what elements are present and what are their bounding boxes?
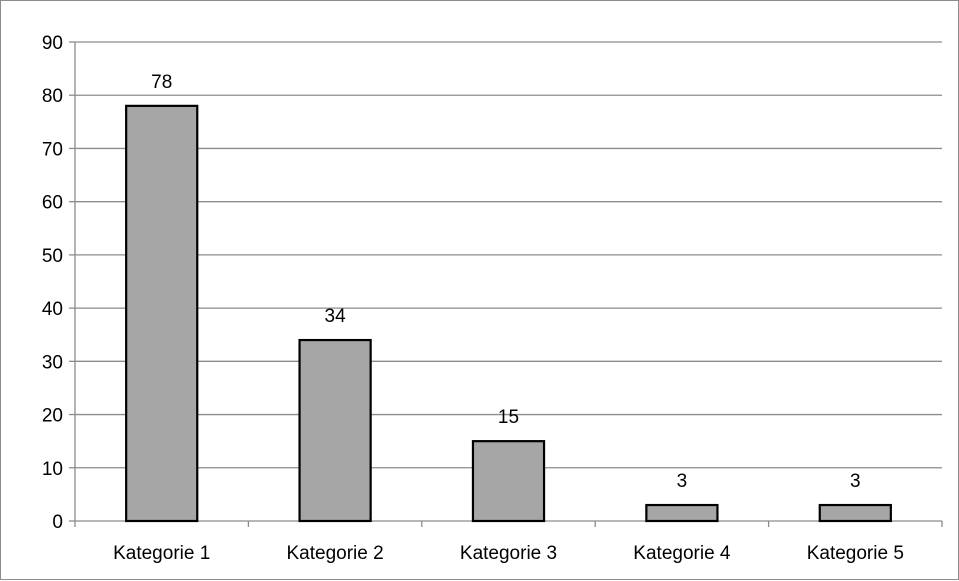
category-label-1: Kategorie 1 <box>113 543 210 564</box>
category-label-4: Kategorie 4 <box>633 543 731 564</box>
data-label-2: 34 <box>325 306 347 327</box>
category-labels: Kategorie 1 Kategorie 2 Kategorie 3 Kategor… <box>113 543 904 564</box>
bar-2 <box>300 340 371 521</box>
gridlines <box>75 42 942 468</box>
y-tick-label: 10 <box>42 459 63 480</box>
y-tick-label: 70 <box>42 139 63 160</box>
y-tick-label: 40 <box>42 299 63 320</box>
bar-5 <box>820 505 891 521</box>
y-tick-label: 90 <box>42 33 63 54</box>
data-labels: 78 34 15 3 3 <box>151 72 860 492</box>
data-label-4: 3 <box>677 471 688 492</box>
category-label-2: Kategorie 2 <box>287 543 384 564</box>
y-tick-label: 50 <box>42 246 63 267</box>
y-tick-label: 60 <box>42 193 63 214</box>
bar-1 <box>126 106 197 521</box>
data-label-1: 78 <box>151 72 172 93</box>
y-tick-label: 80 <box>42 86 63 107</box>
y-axis-tick-labels: 0 10 20 30 40 50 60 70 80 90 <box>42 33 63 533</box>
y-tick-label: 0 <box>52 512 63 533</box>
bar-4 <box>646 505 717 521</box>
bars <box>126 106 891 521</box>
category-label-3: Kategorie 3 <box>460 543 557 564</box>
data-label-5: 3 <box>850 471 861 492</box>
category-label-5: Kategorie 5 <box>807 543 904 564</box>
y-tick-label: 30 <box>42 352 63 373</box>
y-tick-label: 20 <box>42 406 63 427</box>
bar-3 <box>473 441 544 521</box>
data-label-3: 15 <box>498 407 519 428</box>
